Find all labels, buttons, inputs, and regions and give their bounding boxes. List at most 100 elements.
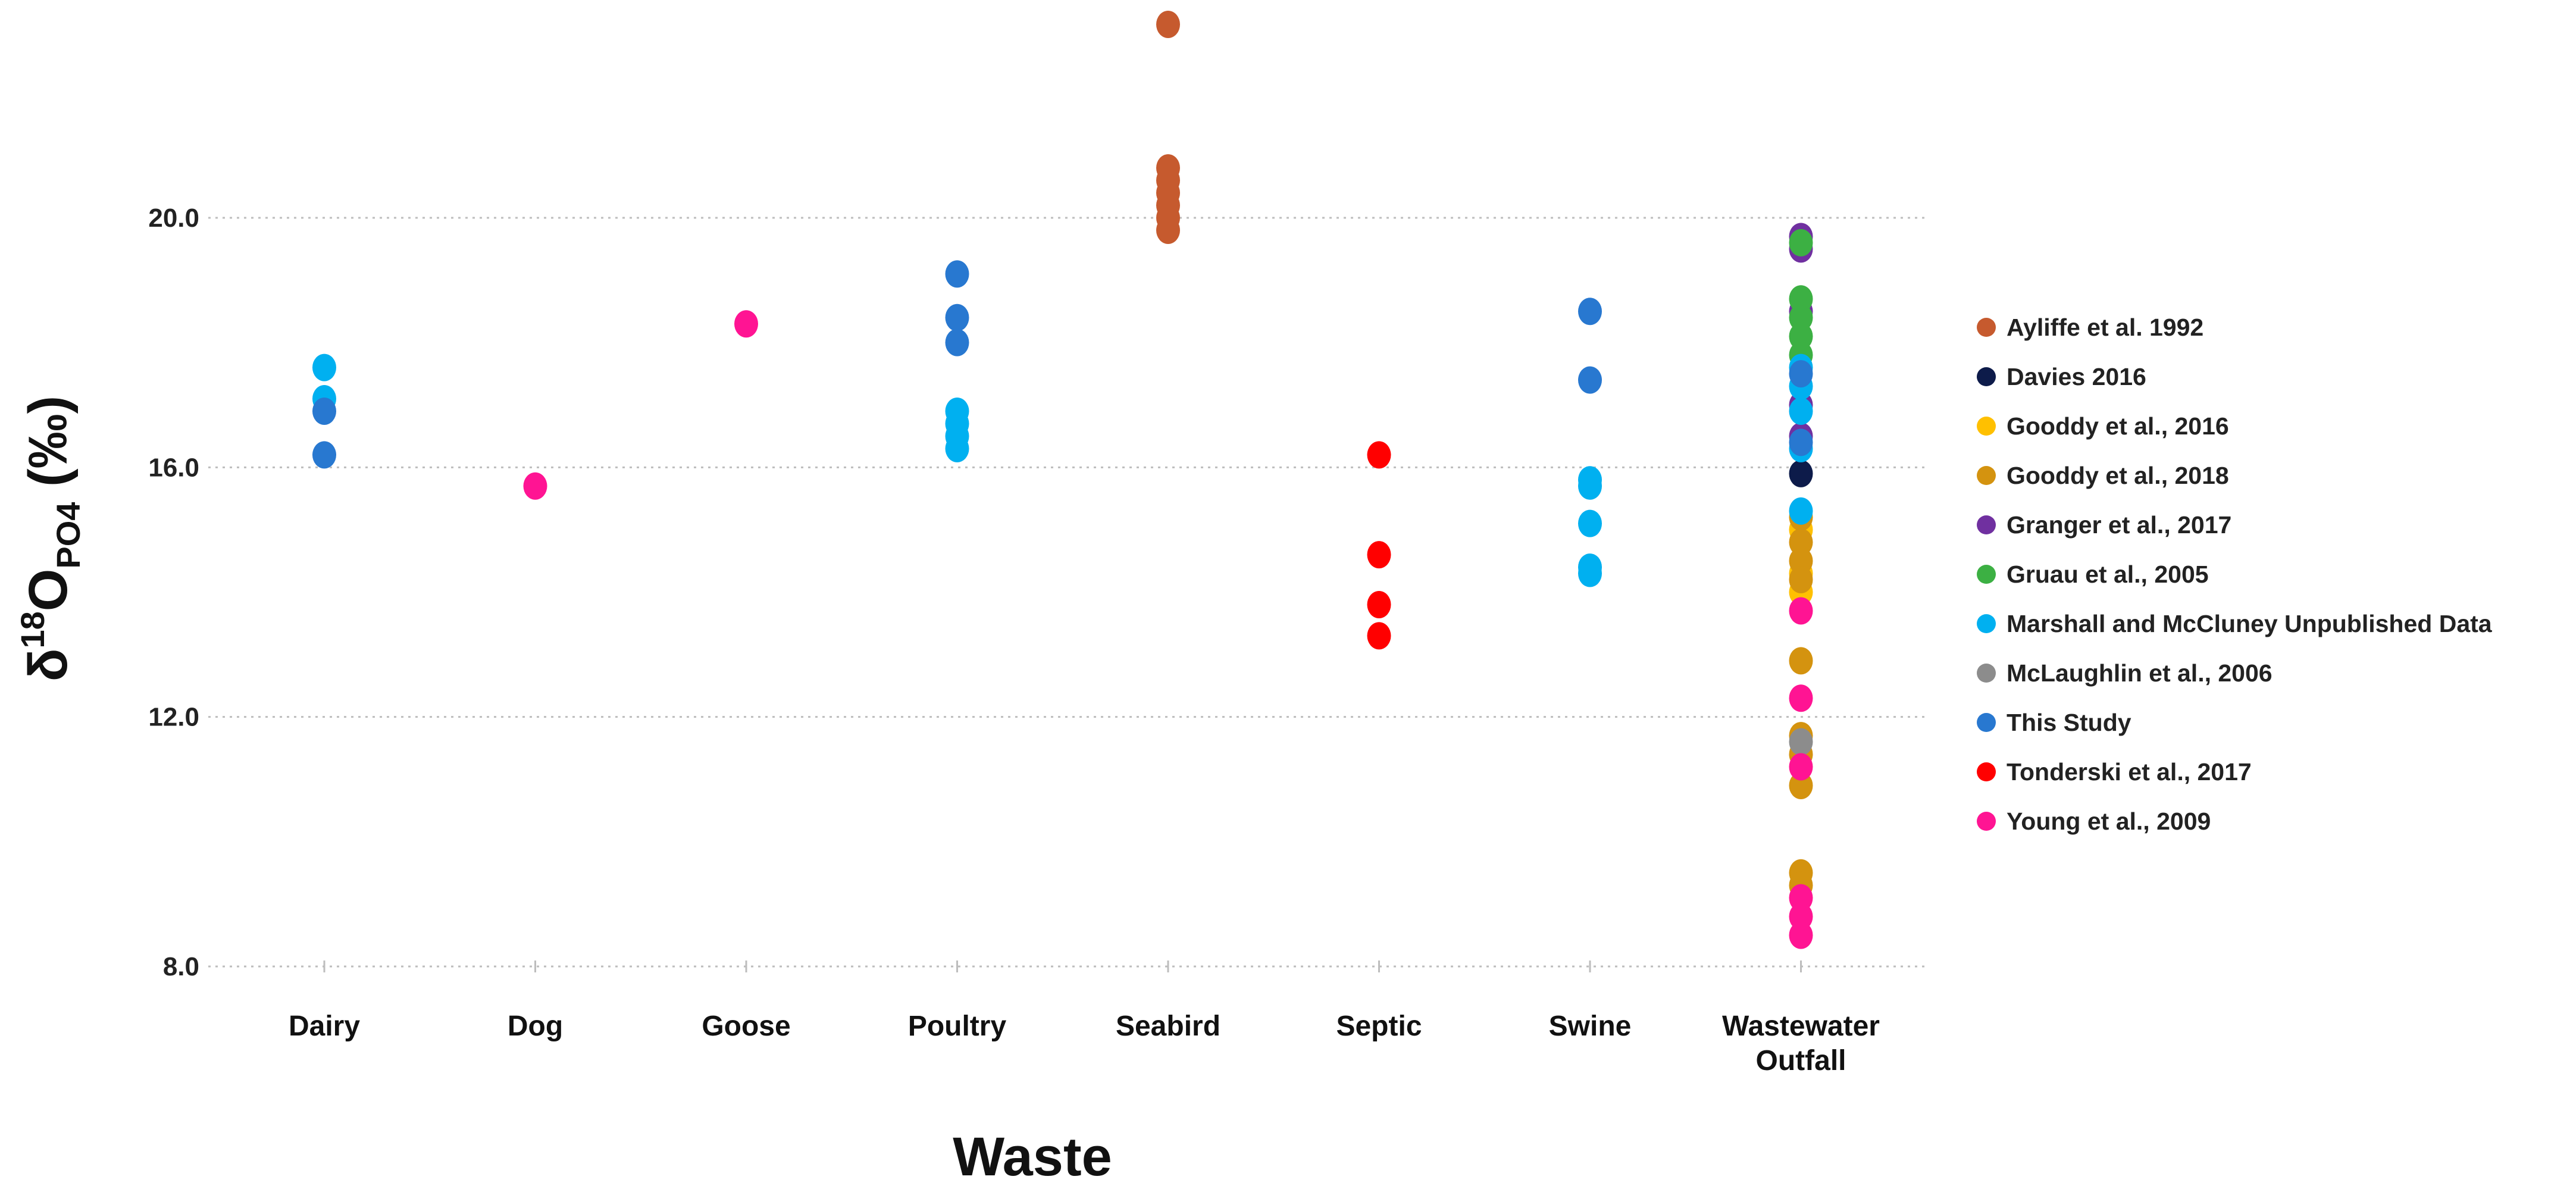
legend-item-gooddy-et-al-2018: Gooddy et al., 2018 <box>1977 462 2229 489</box>
data-point <box>1789 728 1813 756</box>
legend-marker <box>1977 466 1996 485</box>
data-point <box>1789 597 1813 625</box>
data-point <box>1789 903 1813 931</box>
data-points <box>312 11 1813 949</box>
data-point <box>1789 884 1813 912</box>
y-tick-label: 16.0 <box>148 453 199 482</box>
data-point <box>945 260 969 288</box>
data-point <box>312 353 336 381</box>
series-this-study <box>312 260 1813 469</box>
data-point <box>1789 360 1813 388</box>
legend-marker <box>1977 565 1996 584</box>
legend-marker <box>1977 664 1996 683</box>
legend-marker <box>1977 318 1996 337</box>
data-point <box>1367 541 1391 569</box>
data-point <box>312 441 336 469</box>
legend-item-granger-et-al-2017: Granger et al., 2017 <box>1977 511 2231 539</box>
data-point <box>1578 509 1602 537</box>
legend-item-davies-2016: Davies 2016 <box>1977 363 2146 390</box>
legend-label: Gooddy et al., 2016 <box>2007 412 2229 440</box>
data-point <box>1578 366 1602 394</box>
x-axis-ticks: Dairy Dog Goose Poultry Seabird Septic Swine Wa… <box>289 961 1880 1077</box>
data-point <box>1789 428 1813 456</box>
legend-label: Davies 2016 <box>2007 363 2146 390</box>
data-point <box>1789 397 1813 425</box>
x-tick-label-dairy: Dairy <box>289 1010 360 1042</box>
series-gruau-et-al-2005 <box>1789 229 1813 369</box>
y-axis-title-o: O <box>18 569 79 612</box>
x-tick-label-goose: Goose <box>702 1010 790 1042</box>
legend-label: Ayliffe et al. 1992 <box>2007 314 2203 341</box>
legend-label: Gruau et al., 2005 <box>2007 561 2209 588</box>
data-point <box>1789 547 1813 575</box>
y-axis-title-superscript: 18 <box>14 611 51 648</box>
y-tick-label: 8.0 <box>163 952 199 981</box>
legend-item-gruau-et-al-2005: Gruau et al., 2005 <box>1977 561 2209 588</box>
data-point <box>1789 528 1813 556</box>
data-point <box>1789 323 1813 351</box>
data-point <box>1367 441 1391 469</box>
legend-item-gooddy-et-al-2016: Gooddy et al., 2016 <box>1977 412 2229 440</box>
series-mclaughlin-et-al-2006 <box>1789 728 1813 756</box>
legend-marker <box>1977 713 1996 732</box>
data-point <box>1789 771 1813 799</box>
y-axis-ticks: 8.0 12.0 16.0 20.0 <box>148 204 199 981</box>
legend-label: McLaughlin et al., 2006 <box>2007 659 2273 687</box>
series-davies-2016 <box>1789 459 1813 487</box>
y-axis-title-unit: (‰) <box>18 396 79 502</box>
data-point <box>1367 590 1391 618</box>
data-point <box>945 328 969 356</box>
legend-marker <box>1977 515 1996 534</box>
legend-marker <box>1977 417 1996 436</box>
x-tick-label-seabird: Seabird <box>1116 1010 1220 1042</box>
data-point <box>1578 298 1602 326</box>
y-axis-title: δ18OPO4 (‰) <box>14 396 87 682</box>
grid-lines <box>208 217 1925 968</box>
data-point <box>312 397 336 425</box>
legend-marker <box>1977 614 1996 633</box>
x-tick-label-wastewater-outfall: Wastewater Outfall <box>1722 1010 1880 1077</box>
data-point <box>1789 304 1813 331</box>
svg-text:δ18OPO4 (‰): δ18OPO4 (‰) <box>14 396 87 682</box>
y-tick-label: 20.0 <box>148 204 199 233</box>
data-point <box>945 434 969 462</box>
x-tick-label-septic: Septic <box>1336 1010 1422 1042</box>
x-tick-label-dog: Dog <box>508 1010 563 1042</box>
legend-item-marshall-and-mccluney-unpublished-data: Marshall and McCluney Unpublished Data <box>1977 610 2493 637</box>
data-point <box>1789 459 1813 487</box>
legend-item-ayliffe-et-al-1992: Ayliffe et al. 1992 <box>1977 314 2203 341</box>
legend-item-young-et-al-2009: Young et al., 2009 <box>1977 808 2211 835</box>
y-axis-title-delta: δ <box>18 648 79 681</box>
data-point <box>1789 497 1813 525</box>
data-point <box>1789 647 1813 675</box>
legend: Ayliffe et al. 1992 Davies 2016 Gooddy et … <box>1977 314 2493 835</box>
data-point <box>1789 753 1813 781</box>
legend-marker <box>1977 812 1996 831</box>
x-axis-title: Waste <box>953 1127 1112 1187</box>
y-axis-title-subscript: PO4 <box>49 502 87 569</box>
legend-label: Granger et al., 2017 <box>2007 511 2231 539</box>
data-point <box>1367 622 1391 650</box>
series-tonderski-et-al-2017 <box>1367 441 1391 650</box>
series-marshall-and-mccluney-unpublished-data <box>312 353 1813 587</box>
legend-marker <box>1977 762 1996 781</box>
x-tick-label-swine: Swine <box>1549 1010 1632 1042</box>
legend-label: Gooddy et al., 2018 <box>2007 462 2229 489</box>
legend-item-mclaughlin-et-al-2006: McLaughlin et al., 2006 <box>1977 659 2273 687</box>
data-point <box>523 472 547 500</box>
x-tick-label-poultry: Poultry <box>908 1010 1007 1042</box>
data-point <box>734 310 758 338</box>
data-point <box>1789 285 1813 313</box>
series-young-et-al-2009 <box>523 310 1813 949</box>
legend-label: Marshall and McCluney Unpublished Data <box>2007 610 2493 637</box>
data-point <box>1578 472 1602 500</box>
data-point <box>1578 559 1602 587</box>
data-point <box>1789 921 1813 949</box>
legend-label: Tonderski et al., 2017 <box>2007 758 2252 786</box>
legend-item-this-study: This Study <box>1977 709 2131 736</box>
series-ayliffe-et-al-1992 <box>1156 11 1180 244</box>
legend-marker <box>1977 367 1996 386</box>
data-point <box>945 304 969 331</box>
data-point <box>1156 11 1180 39</box>
